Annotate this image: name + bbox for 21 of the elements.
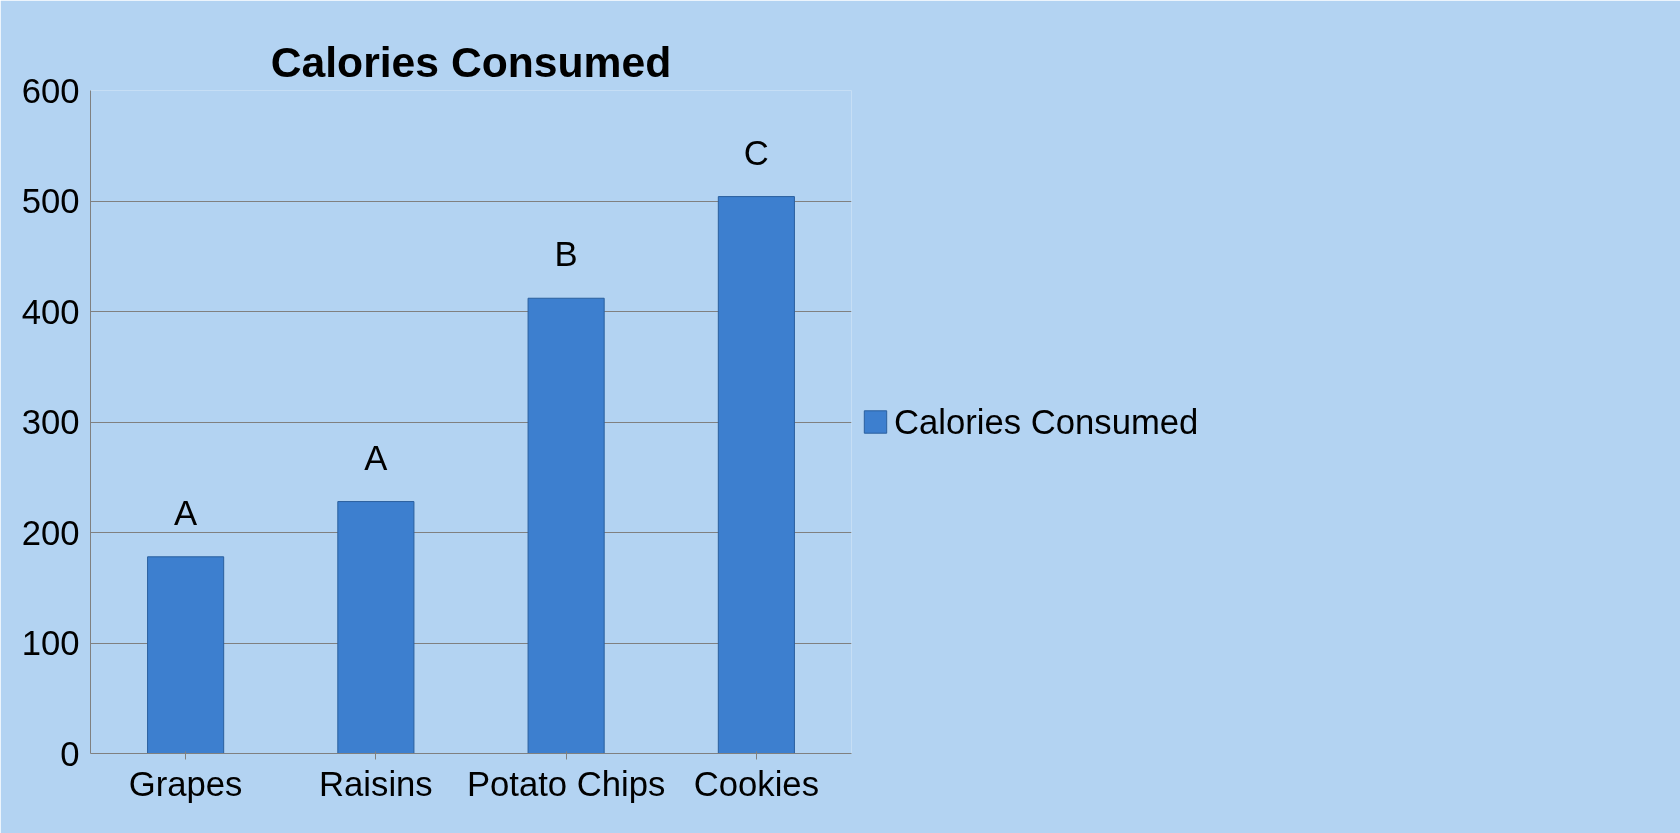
bar: [147, 556, 225, 754]
y-tick-label: 500: [21, 182, 80, 220]
bar: [337, 501, 415, 754]
annotation: C: [743, 133, 769, 172]
x-tick-label: Cookies: [693, 764, 819, 803]
y-tick-label: 200: [21, 513, 80, 552]
annotation: A: [174, 493, 199, 532]
annotation: A: [364, 438, 389, 477]
x-tick-label: Potato Chips: [466, 764, 666, 803]
y-tick-label: 600: [21, 71, 80, 110]
y-tick-label: 400: [21, 292, 80, 331]
bar: [717, 196, 795, 754]
y-tick-label: 300: [21, 403, 80, 441]
chart-title: Calories Consumed: [270, 37, 672, 86]
y-tick-label: 100: [21, 624, 80, 662]
annotation: B: [554, 235, 578, 274]
legend-label: Calories Consumed: [894, 402, 1199, 441]
x-tick-label: Raisins: [319, 764, 433, 803]
y-tick-label: 0: [60, 734, 80, 773]
x-tick-label: Grapes: [128, 764, 243, 803]
bar: [527, 297, 605, 754]
